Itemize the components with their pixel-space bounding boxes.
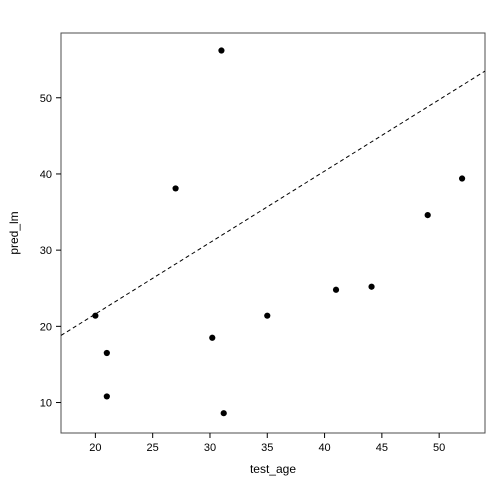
data-point <box>92 313 98 319</box>
data-point <box>209 335 215 341</box>
y-tick-label: 50 <box>40 93 52 105</box>
data-point <box>264 313 270 319</box>
y-tick-label: 40 <box>40 169 52 181</box>
y-tick-label: 30 <box>40 245 52 257</box>
data-point <box>221 410 227 416</box>
x-axis-label: test_age <box>250 462 296 476</box>
x-tick-label: 40 <box>318 442 330 454</box>
y-tick-label: 10 <box>40 398 52 410</box>
data-point <box>333 287 339 293</box>
y-axis-label: pred_lm <box>7 211 21 254</box>
x-tick-label: 45 <box>376 442 388 454</box>
data-point <box>218 47 224 53</box>
data-point <box>368 284 374 290</box>
data-point <box>425 212 431 218</box>
x-tick-label: 20 <box>89 442 101 454</box>
x-tick-label: 50 <box>433 442 445 454</box>
x-tick-label: 25 <box>147 442 159 454</box>
chart-background <box>0 0 504 504</box>
x-tick-label: 35 <box>261 442 273 454</box>
chart-container: { "chart": { "type": "scatter", "width":… <box>0 0 504 504</box>
data-point <box>172 185 178 191</box>
x-tick-label: 30 <box>204 442 216 454</box>
data-point <box>104 350 110 356</box>
data-point <box>459 175 465 181</box>
y-tick-label: 20 <box>40 321 52 333</box>
scatter-plot: 20 25 30 35 40 45 50 10 20 30 40 50 test_age pred_lm <box>0 0 504 504</box>
data-point <box>104 393 110 399</box>
